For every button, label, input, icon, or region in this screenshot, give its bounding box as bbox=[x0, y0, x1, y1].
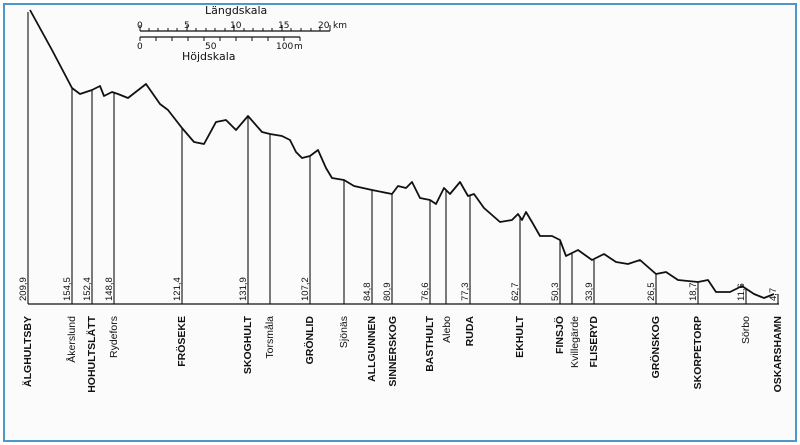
station-elevation-label: 26,5 bbox=[646, 283, 657, 302]
station-elevation-label: 62,7 bbox=[510, 283, 521, 302]
height-scale-title: Höjdskala bbox=[182, 50, 236, 63]
station-name-label: FRÖSEKE bbox=[175, 316, 188, 367]
station-elevation-label: 107,2 bbox=[300, 277, 311, 301]
station-name-label: GRÖNLID bbox=[303, 316, 316, 365]
station-elevation-label: 33,9 bbox=[584, 283, 595, 302]
length-tick-5: 5 bbox=[184, 21, 190, 31]
station-elevation-label: 18,7 bbox=[688, 283, 699, 302]
station-elevation-label: 152,4 bbox=[82, 277, 93, 301]
station-name-label: Alebo bbox=[441, 316, 453, 343]
length-unit: km bbox=[333, 21, 347, 31]
station-elevation-label: 131,9 bbox=[238, 277, 249, 301]
station-name-label: BASTHULT bbox=[424, 315, 436, 371]
station-name-label: SKORPETORP bbox=[692, 316, 704, 389]
station-name-label: Torsmåla bbox=[264, 316, 276, 359]
length-tick-10: 10 bbox=[230, 21, 242, 31]
station-name-label: Rydefors bbox=[108, 316, 120, 358]
station-elevation-label: 80,9 bbox=[382, 283, 393, 302]
station-name-label: GRÖNSKOG bbox=[649, 316, 662, 378]
elevation-profile-line bbox=[29, 9, 775, 299]
scale-block: Längdskala 0 5 10 15 20 km 0 50 100 m Hö… bbox=[137, 4, 347, 63]
station-elevation-label: 11,6 bbox=[736, 283, 747, 301]
station-name-label: ALLGUNNEN bbox=[366, 316, 378, 382]
station-elevation-label: 154,5 bbox=[62, 277, 73, 301]
height-tick-100: 100 bbox=[276, 42, 293, 52]
length-tick-15: 15 bbox=[278, 21, 289, 31]
height-unit: m bbox=[294, 42, 303, 52]
station-name-label: Kvillegärde bbox=[569, 316, 581, 368]
station-elevation-label: 77,3 bbox=[460, 283, 471, 302]
station-name-label: OSKARSHAMN bbox=[772, 316, 784, 392]
station-elevation-label: 121,4 bbox=[172, 277, 183, 301]
station-name-label: SINNERSKOG bbox=[387, 316, 399, 387]
station-name-label: RUDA bbox=[464, 316, 476, 347]
stations-group: 209,9 ÄLGHULTSBY 154,5 Åkerslund 152,4 HOHULT… bbox=[18, 12, 784, 393]
station-elevation-label: 209,9 bbox=[18, 277, 29, 301]
diagram-frame bbox=[3, 3, 797, 442]
station-name-label: HOHULTSLÄTT bbox=[85, 315, 98, 392]
height-tick-0: 0 bbox=[137, 42, 143, 52]
station-name-label: ÄLGHULTSBY bbox=[21, 316, 34, 387]
station-elevation-label: 84,8 bbox=[362, 283, 373, 302]
scale-ticks bbox=[139, 25, 331, 41]
station-elevation-label: 76,6 bbox=[420, 283, 431, 302]
station-elevation-label: 148,8 bbox=[104, 277, 115, 301]
station-name-label: Åkerslund bbox=[65, 316, 78, 363]
station-name-label: Sjönäs bbox=[338, 316, 350, 348]
station-name-label: EKHULT bbox=[514, 315, 526, 357]
station-elevation-label: 4,7 bbox=[768, 288, 779, 301]
height-tick-50: 50 bbox=[205, 42, 217, 52]
length-scale-title: Längdskala bbox=[205, 4, 267, 17]
length-tick-0: 0 bbox=[137, 21, 143, 31]
station-name-label: FLISERYD bbox=[588, 316, 600, 368]
station-name-label: Sörbo bbox=[740, 316, 752, 344]
station-elevation-label: 50,3 bbox=[550, 283, 561, 302]
station-name-label: SKOGHULT bbox=[242, 315, 254, 374]
station-name-label: FINSJÖ bbox=[553, 316, 566, 354]
length-tick-20: 20 bbox=[318, 21, 330, 31]
